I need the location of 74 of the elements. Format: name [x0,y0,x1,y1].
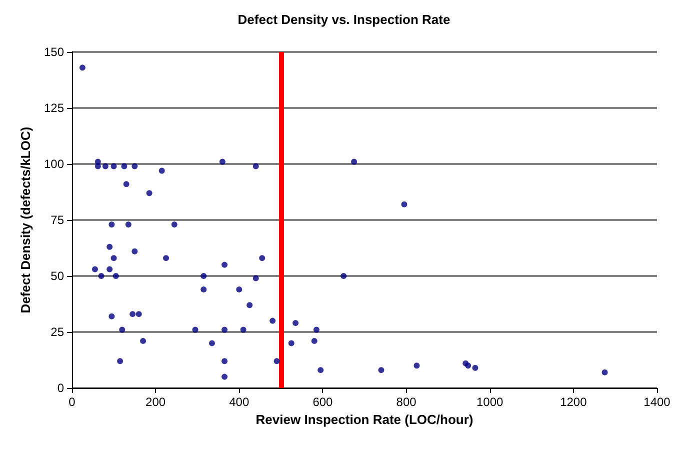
y-axis-title: Defect Density (defects/kLOC) [18,126,33,314]
point [340,273,347,279]
point [311,338,318,344]
y-tick-label: 25 [50,325,64,339]
point [146,190,152,196]
point [110,163,117,170]
point [236,286,242,292]
point [274,358,280,364]
point [121,163,128,170]
point [378,367,384,374]
point [123,181,130,188]
point [313,326,320,333]
x-tick-label: 800 [396,395,417,409]
y-tick-label: 50 [50,269,64,283]
point [292,320,299,326]
point [192,326,198,333]
point [270,318,276,324]
point [94,163,101,170]
point [252,163,259,170]
x-tick-label: 600 [312,395,334,409]
point [222,358,228,364]
y-tick-label: 150 [44,45,64,59]
point [163,255,170,262]
point [288,340,294,346]
point [602,369,608,376]
point [472,364,478,371]
point [414,362,420,369]
point [246,302,253,308]
x-tick-label: 400 [229,395,250,409]
chart-title: Defect Density vs. Inspection Rate [238,12,450,27]
point [465,362,472,369]
point [112,273,119,279]
point [318,367,324,374]
point [125,221,132,228]
point [117,358,124,364]
point [240,326,246,333]
point [222,262,228,268]
point [106,244,113,250]
point [200,286,207,292]
point [108,221,115,228]
point [208,340,215,346]
point [158,168,165,174]
point [119,326,126,333]
point [106,266,113,272]
point [102,163,108,170]
x-tick-label: 200 [146,395,166,409]
point [98,273,104,279]
point [140,338,146,344]
y-tick-label: 125 [44,101,64,115]
point [252,275,259,282]
point [351,158,358,165]
y-tick-label: 100 [44,157,64,171]
point [401,201,408,208]
point [136,311,142,318]
x-axis-title: Review Inspection Rate (LOC/hour) [256,412,474,427]
point [132,248,138,254]
point [132,163,138,170]
point [222,374,228,380]
point [92,266,98,272]
point [79,64,86,71]
y-tick-label: 75 [50,213,64,227]
y-tick-label: 0 [57,381,64,395]
x-tick-label: 0 [68,395,76,409]
x-tick-label: 1000 [476,395,504,409]
x-tick-label: 1200 [560,395,588,409]
point [171,221,178,228]
point [219,158,226,165]
point [110,255,117,262]
point [259,255,266,262]
point [130,311,136,318]
x-tick-label: 1400 [644,395,671,409]
point [108,313,115,320]
point [200,273,207,279]
point [222,326,228,333]
